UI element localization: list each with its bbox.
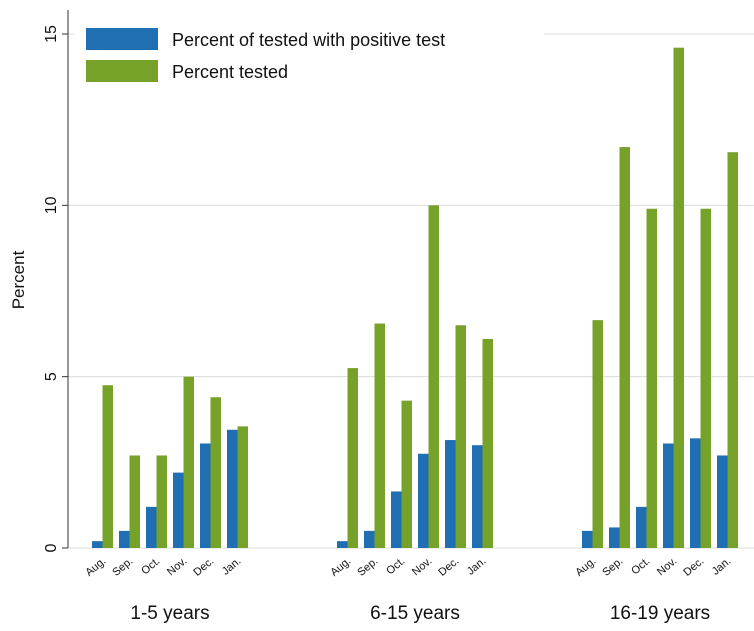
x-tick-label: Sep. bbox=[110, 555, 135, 579]
bar bbox=[119, 530, 130, 548]
bar bbox=[364, 530, 375, 548]
bar bbox=[727, 152, 738, 548]
x-tick-label: Dec. bbox=[681, 555, 706, 579]
bar bbox=[636, 506, 647, 548]
bar bbox=[200, 443, 211, 548]
x-tick-label: Nov. bbox=[165, 555, 189, 578]
bar bbox=[237, 426, 248, 548]
bar bbox=[619, 147, 630, 548]
bar bbox=[700, 208, 711, 548]
x-tick-label: Sep. bbox=[355, 555, 380, 579]
bar bbox=[418, 453, 429, 548]
x-tick-label: Jan. bbox=[465, 555, 489, 578]
bar bbox=[717, 455, 728, 548]
x-tick-label: Aug. bbox=[573, 555, 598, 579]
x-tick-label: Jan. bbox=[220, 555, 244, 578]
y-tick-label: 0 bbox=[43, 543, 60, 552]
x-tick-label: Jan. bbox=[710, 555, 734, 578]
group-label: 16-19 years bbox=[610, 603, 710, 624]
x-tick-label: Nov. bbox=[655, 555, 679, 578]
x-tick-label: Oct. bbox=[139, 555, 162, 577]
bar bbox=[646, 208, 657, 548]
bar bbox=[472, 445, 483, 548]
x-tick-label: Dec. bbox=[436, 555, 461, 579]
x-tick-label: Oct. bbox=[384, 555, 407, 577]
bar bbox=[609, 527, 620, 548]
group-label: 6-15 years bbox=[370, 603, 460, 624]
bar bbox=[210, 397, 221, 548]
y-tick-label: 10 bbox=[43, 196, 60, 214]
bar bbox=[183, 376, 194, 548]
legend-swatch bbox=[86, 28, 158, 50]
group-label: 1-5 years bbox=[130, 603, 209, 624]
x-tick-label: Dec. bbox=[191, 555, 216, 579]
bar bbox=[592, 320, 603, 548]
bar bbox=[146, 506, 157, 548]
bar bbox=[663, 443, 674, 548]
x-tick-label: Aug. bbox=[83, 555, 108, 579]
bar bbox=[391, 491, 402, 548]
x-tick-label: Sep. bbox=[600, 555, 625, 579]
bar bbox=[337, 541, 348, 548]
y-axis-label: Percent bbox=[9, 250, 28, 309]
bar bbox=[227, 429, 238, 548]
y-tick-label: 5 bbox=[43, 372, 60, 381]
bar bbox=[156, 455, 167, 548]
bar bbox=[482, 338, 493, 548]
x-tick-label: Aug. bbox=[328, 555, 353, 579]
bar bbox=[673, 47, 684, 548]
legend-label: Percent of tested with positive test bbox=[172, 30, 445, 50]
bar bbox=[173, 472, 184, 548]
legend-swatch bbox=[86, 60, 158, 82]
x-tick-label: Nov. bbox=[410, 555, 434, 578]
y-tick-label: 15 bbox=[43, 25, 60, 43]
bar bbox=[455, 325, 466, 548]
bar bbox=[428, 205, 439, 549]
bar bbox=[445, 440, 456, 548]
legend-label: Percent tested bbox=[172, 62, 288, 82]
bar bbox=[401, 400, 412, 548]
bar bbox=[129, 455, 140, 548]
bar bbox=[92, 541, 103, 548]
bar bbox=[374, 323, 385, 548]
x-tick-label: Oct. bbox=[629, 555, 652, 577]
bar bbox=[690, 438, 701, 548]
bar bbox=[582, 530, 593, 548]
bar bbox=[347, 368, 358, 548]
bar bbox=[102, 385, 113, 548]
